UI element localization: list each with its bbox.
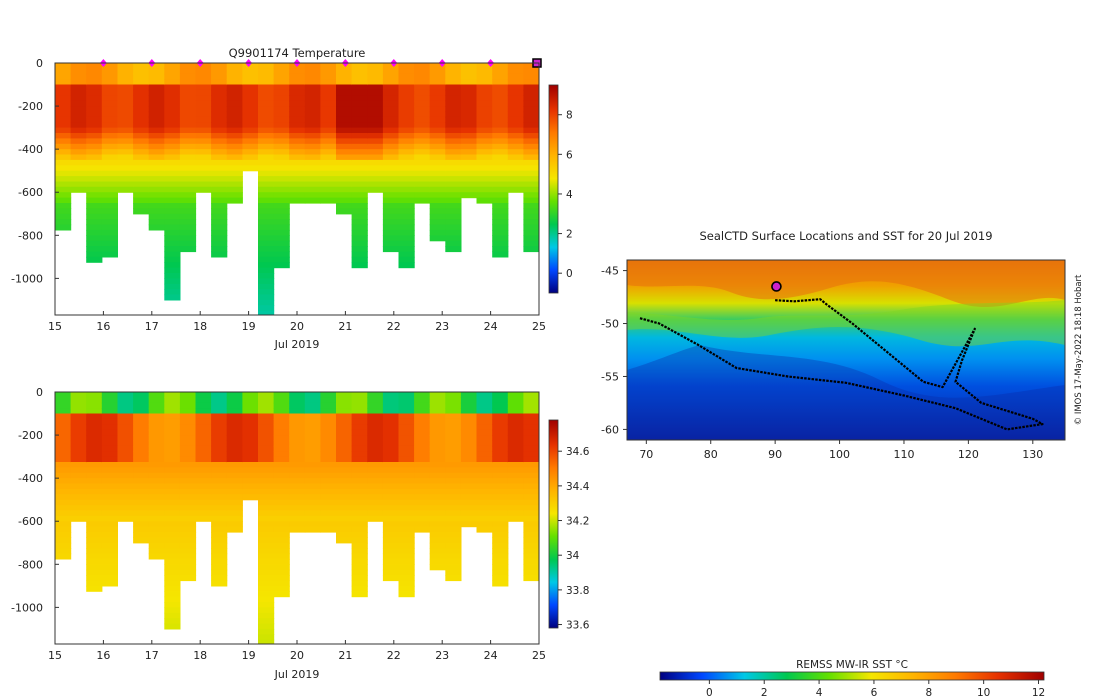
lon-tick-label: 110 — [893, 448, 914, 461]
temperature-x-axis: 15 16 17 18 19 20 21 22 23 24 25 — [48, 311, 546, 333]
temperature-xlabel: Jul 2019 — [274, 338, 320, 351]
sst-colorbar-tick-label: 12 — [1032, 687, 1045, 699]
y-tick-label: -1000 — [11, 272, 43, 285]
sst-colorbar-tick-label: 4 — [816, 687, 823, 699]
x-tick-label: 17 — [145, 649, 159, 662]
salinity-panel: 15 16 17 18 19 20 21 22 23 24 25 0 -200 -400 -600 -800… — [11, 386, 590, 681]
sst-colorbar — [659, 671, 1045, 681]
y-tick-label: -400 — [18, 472, 43, 485]
map-title: SealCTD Surface Locations and SST for 20… — [699, 229, 992, 243]
y-tick-label: -400 — [18, 143, 43, 156]
lon-tick-label: 100 — [829, 448, 850, 461]
colorbar-tick-label: 34.6 — [566, 446, 590, 458]
lon-tick-label: 90 — [768, 448, 782, 461]
sst-colorbar-tick-label: 6 — [871, 687, 878, 699]
temperature-y-axis: 0 -200 -400 -600 -800 -1000 — [11, 57, 59, 285]
salinity-y-axis: 0 -200 -400 -600 -800 -1000 — [11, 386, 59, 614]
map-credit: © IMOS 17-May-2022 18:18 Hobart — [1074, 274, 1084, 425]
colorbar-tick-label: 33.8 — [566, 585, 589, 597]
x-tick-label: 25 — [532, 320, 546, 333]
lat-tick-label: -50 — [601, 318, 619, 331]
current-position-marker — [771, 281, 782, 292]
lon-tick-label: 120 — [958, 448, 979, 461]
x-tick-label: 20 — [290, 649, 304, 662]
x-tick-label: 18 — [193, 649, 207, 662]
sst-colorbar-tick-label: 10 — [977, 687, 990, 699]
colorbar-tick-label: 8 — [566, 110, 573, 122]
lat-tick-label: -60 — [601, 423, 619, 436]
sst-field — [627, 260, 1065, 440]
lat-tick-label: -55 — [601, 370, 619, 383]
map-frame — [626, 259, 1066, 441]
x-tick-label: 15 — [48, 320, 62, 333]
lon-tick-label: 70 — [639, 448, 653, 461]
x-tick-label: 22 — [387, 320, 401, 333]
lat-tick-label: -45 — [601, 265, 619, 278]
salinity-x-axis: 15 16 17 18 19 20 21 22 23 24 25 — [48, 640, 546, 662]
salinity-heatmap — [55, 392, 539, 644]
temperature-title: Q9901174 Temperature — [229, 46, 366, 60]
lon-tick-label: 80 — [704, 448, 718, 461]
y-tick-label: -800 — [18, 229, 43, 242]
y-tick-label: -800 — [18, 558, 43, 571]
x-tick-label: 19 — [242, 320, 256, 333]
colorbar-tick-label: 33.6 — [566, 620, 590, 632]
sst-colorbar-tick-label: 2 — [761, 687, 768, 699]
y-tick-label: -1000 — [11, 601, 43, 614]
salinity-xlabel: Jul 2019 — [274, 668, 320, 681]
y-tick-label: 0 — [36, 57, 43, 70]
x-tick-label: 18 — [193, 320, 207, 333]
map-latitude-axis: -45 -50 -55 -60 — [601, 265, 627, 436]
y-tick-label: 0 — [36, 386, 43, 399]
colorbar-tick-label: 6 — [566, 149, 573, 161]
x-tick-label: 15 — [48, 649, 62, 662]
x-tick-label: 19 — [242, 649, 256, 662]
colorbar-tick-label: 4 — [566, 189, 573, 201]
seal-track — [639, 298, 1044, 431]
x-tick-label: 24 — [484, 649, 498, 662]
map-longitude-axis: 70 80 90 100 110 120 130 — [639, 440, 1043, 461]
x-tick-label: 25 — [532, 649, 546, 662]
colorbar-tick-label: 2 — [566, 229, 573, 241]
sst-map-panel: SealCTD Surface Locations and SST for 20… — [601, 229, 1084, 699]
y-tick-label: -600 — [18, 515, 43, 528]
x-tick-label: 20 — [290, 320, 304, 333]
x-tick-label: 16 — [96, 320, 110, 333]
x-tick-label: 22 — [387, 649, 401, 662]
lon-tick-label: 130 — [1022, 448, 1043, 461]
sst-colorbar-ticks: 0 2 4 6 8 10 12 — [706, 680, 1045, 699]
colorbar-tick-label: 34 — [566, 550, 580, 562]
y-tick-label: -200 — [18, 429, 43, 442]
x-tick-label: 21 — [338, 320, 352, 333]
salinity-colorbar-ticks: 33.6 33.8 34 34.2 34.4 34.6 — [558, 446, 590, 632]
sst-colorbar-label: REMSS MW-IR SST °C — [796, 659, 908, 671]
colorbar-tick-label: 34.4 — [566, 481, 590, 493]
sst-colorbar-tick-label: 8 — [925, 687, 932, 699]
y-tick-label: -200 — [18, 100, 43, 113]
x-tick-label: 21 — [338, 649, 352, 662]
x-tick-label: 24 — [484, 320, 498, 333]
temperature-panel: Q9901174 Temperature 15 16 17 18 19 20 21 22 23 2… — [11, 46, 573, 351]
temperature-colorbar-ticks: 0 2 4 6 8 — [558, 110, 573, 280]
sst-colorbar-tick-label: 0 — [706, 687, 713, 699]
x-tick-label: 17 — [145, 320, 159, 333]
salinity-colorbar — [548, 419, 559, 629]
colorbar-tick-label: 0 — [566, 268, 573, 280]
temperature-colorbar — [548, 84, 559, 294]
x-tick-label: 23 — [435, 320, 449, 333]
y-tick-label: -600 — [18, 186, 43, 199]
temperature-heatmap — [55, 63, 539, 315]
x-tick-label: 16 — [96, 649, 110, 662]
x-tick-label: 23 — [435, 649, 449, 662]
colorbar-tick-label: 34.2 — [566, 516, 589, 528]
